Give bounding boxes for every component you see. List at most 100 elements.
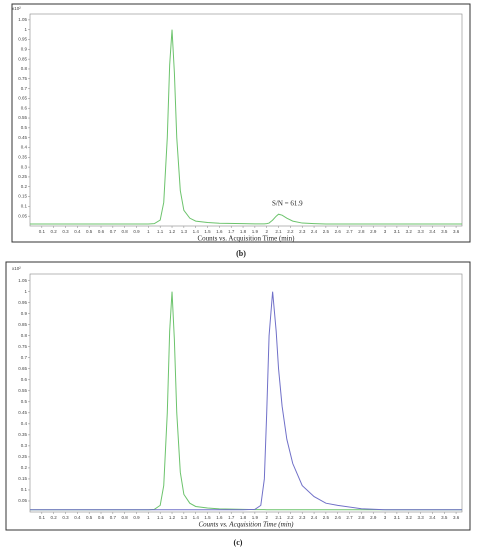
y-tick-label: 0.65 <box>18 366 27 371</box>
x-tick-label: 0.9 <box>133 229 140 234</box>
x-tick-label: 0.8 <box>122 229 129 234</box>
y-tick-label: 0.55 <box>18 388 27 393</box>
x-tick-label: 2.5 <box>323 229 330 234</box>
x-tick-label: 2.3 <box>299 515 306 520</box>
plot-area <box>29 13 463 227</box>
x-tick-label: 3 <box>384 229 387 234</box>
x-tick-label: 3.5 <box>441 515 448 520</box>
x-tick-label: 3.2 <box>406 515 413 520</box>
x-tick-label: 2.2 <box>287 515 294 520</box>
x-tick-label: 2.8 <box>358 515 365 520</box>
chromatogram-line <box>30 291 462 511</box>
x-tick-label: 1.8 <box>240 515 247 520</box>
x-tick-label: 1.6 <box>216 229 223 234</box>
y-tick-label: 0.95 <box>18 300 27 305</box>
y-tick-label: 0.75 <box>18 76 27 81</box>
x-tick-label: 0.9 <box>133 515 140 520</box>
x-tick-label: 1.5 <box>204 229 211 234</box>
chromatogram-line <box>30 291 462 511</box>
panel-border <box>11 3 471 243</box>
plot-area <box>29 273 463 513</box>
y-tick-label: 0.85 <box>18 322 27 327</box>
y-tick-label: 0.05 <box>18 498 27 503</box>
y-tick-label: 0.5 <box>21 399 28 404</box>
x-axis-title: Counts vs. Acquisition Time (min) <box>197 235 295 243</box>
x-tick-label: 2.1 <box>275 229 282 234</box>
x-tick-label: 1.5 <box>204 515 211 520</box>
x-tick-label: 1.3 <box>181 515 188 520</box>
x-tick-label: 1.4 <box>193 229 200 234</box>
y-tick-label: 1.05 <box>18 278 27 283</box>
chromatogram-line <box>30 29 462 225</box>
x-tick-label: 0.6 <box>98 515 105 520</box>
x-tick-label: 2.9 <box>370 515 377 520</box>
x-tick-label: 0.7 <box>110 515 117 520</box>
x-tick-label: 0.4 <box>74 515 81 520</box>
y-tick-label: 0.2 <box>21 465 28 470</box>
x-tick-label: 3.6 <box>453 515 460 520</box>
x-tick-label: 1.9 <box>252 229 259 234</box>
y-tick-label: 0.3 <box>21 443 28 448</box>
x-tick-label: 0.7 <box>110 229 117 234</box>
y-tick-label: 0.95 <box>18 37 27 42</box>
y-tick-label: 0.55 <box>18 115 27 120</box>
y-tick-label: 0.15 <box>18 194 27 199</box>
y-tick-label: 1 <box>24 289 27 294</box>
annotation: S/N = 61.9 <box>272 200 303 208</box>
x-tick-label: 1.3 <box>181 229 188 234</box>
y-tick-label: 0.9 <box>21 311 28 316</box>
x-tick-label: 3.4 <box>429 515 436 520</box>
x-tick-label: 2.2 <box>287 229 294 234</box>
x-tick-label: 2 <box>265 229 268 234</box>
x-tick-label: 2.1 <box>275 515 282 520</box>
y-tick-label: 0.2 <box>21 184 28 189</box>
y-tick-label: 0.45 <box>18 410 27 415</box>
y-tick-label: 0.9 <box>21 47 28 52</box>
x-tick-label: 2.4 <box>311 229 318 234</box>
y-tick-label: 0.6 <box>21 377 28 382</box>
y-tick-label: 0.75 <box>18 344 27 349</box>
y-tick-label: 0.4 <box>21 421 28 426</box>
x-tick-label: 2.8 <box>358 229 365 234</box>
x-tick-label: 1.9 <box>252 515 259 520</box>
x-tick-label: 0.1 <box>39 515 46 520</box>
x-tick-label: 0.8 <box>122 515 129 520</box>
y-tick-label: 0.6 <box>21 105 28 110</box>
x-tick-label: 3.1 <box>394 515 401 520</box>
x-tick-label: 3.3 <box>417 229 424 234</box>
x-tick-label: 3.6 <box>453 229 460 234</box>
y-tick-label: 0.5 <box>21 125 28 130</box>
x-tick-label: 2.9 <box>370 229 377 234</box>
x-tick-label: 1.2 <box>169 515 176 520</box>
x-tick-label: 0.2 <box>51 515 58 520</box>
x-tick-label: 1.8 <box>240 229 247 234</box>
x-tick-label: 3.3 <box>417 515 424 520</box>
x-tick-label: 1.7 <box>228 229 235 234</box>
x-tick-label: 0.1 <box>39 229 46 234</box>
x-tick-label: 3.2 <box>406 229 413 234</box>
y-tick-label: 0.1 <box>21 204 28 209</box>
y-tick-label: 0.35 <box>18 154 27 159</box>
x-tick-label: 1.6 <box>216 515 223 520</box>
y-tick-label: 0.45 <box>18 135 27 140</box>
x-tick-label: 0.4 <box>74 229 81 234</box>
x-tick-label: 1.4 <box>193 515 200 520</box>
x-axis-title: Counts vs. Acquisition Time (min) <box>199 521 295 529</box>
x-tick-label: 2.3 <box>299 229 306 234</box>
x-tick-label: 2.6 <box>335 515 342 520</box>
panel-border <box>5 261 471 531</box>
y-axis-label: x10² <box>12 6 21 11</box>
x-tick-label: 1 <box>147 515 150 520</box>
y-tick-label: 0.35 <box>18 432 27 437</box>
x-tick-label: 1.2 <box>169 229 176 234</box>
x-tick-label: 3.5 <box>441 229 448 234</box>
y-tick-label: 1 <box>24 27 27 32</box>
y-tick-label: 0.65 <box>18 96 27 101</box>
y-tick-label: 0.4 <box>21 145 28 150</box>
x-tick-label: 0.5 <box>86 515 93 520</box>
x-tick-label: 1.1 <box>157 515 164 520</box>
y-tick-label: 0.1 <box>21 487 28 492</box>
y-axis-label: x10² <box>12 266 21 271</box>
x-tick-label: 3.1 <box>394 229 401 234</box>
x-tick-label: 0.2 <box>51 229 58 234</box>
